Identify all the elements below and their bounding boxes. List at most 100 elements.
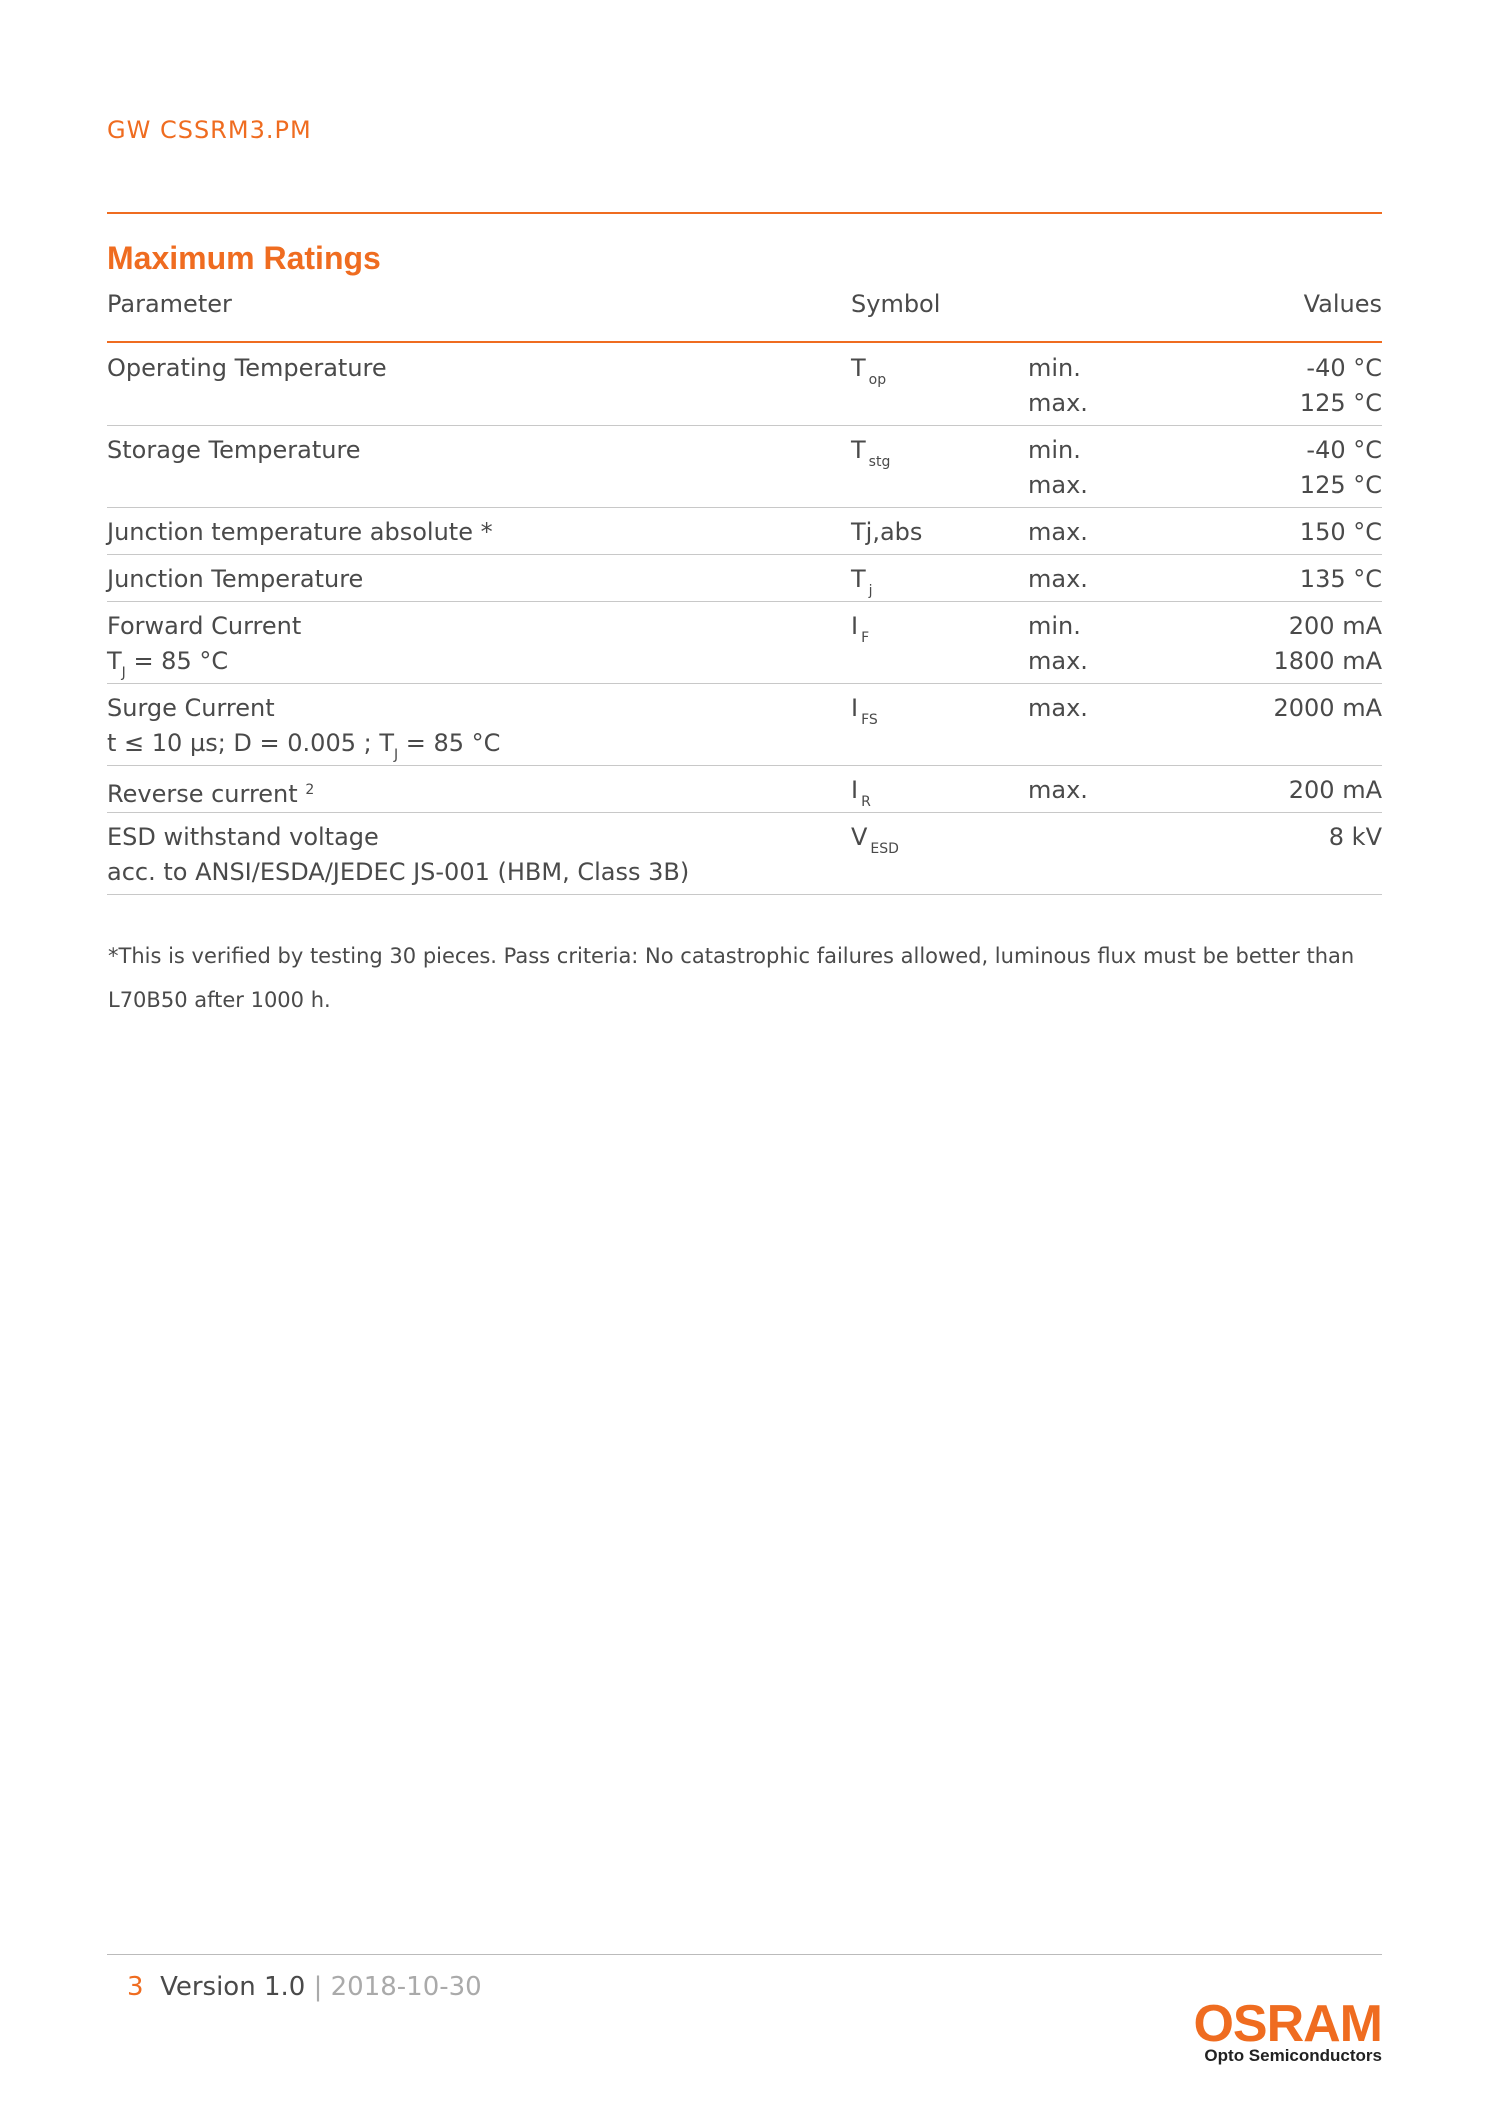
limit: min. <box>1028 612 1081 640</box>
parameter: Surge Current <box>107 694 275 722</box>
symbol-sub: R <box>861 794 871 810</box>
header-rule <box>107 212 1382 214</box>
value-cell: 2000 mA <box>1273 691 1382 726</box>
symbol-cell: V ESD <box>851 820 899 867</box>
parameter: Operating Temperature <box>107 354 387 382</box>
symbol-sub: FS <box>861 712 878 728</box>
product-name: GW CSSRM3.PM <box>107 116 312 144</box>
footer-info: 3 Version 1.0 | 2018-10-30 <box>127 1972 482 2002</box>
parameter-line: Storage Temperature <box>107 433 361 468</box>
symbol-sub: j <box>868 583 873 599</box>
column-header: Values <box>1303 290 1382 318</box>
parameter: Forward Current <box>107 612 302 640</box>
parameter-line: Forward Current <box>107 609 301 644</box>
table-row: Surge Current t ≤ 10 µs; D = 0.005 ; TJ =… <box>107 684 1382 766</box>
table-row: ESD withstand voltage acc. to ANSI/ESDA/J… <box>107 813 1382 895</box>
limit: min. <box>1028 354 1081 382</box>
parameter-cell: Junction temperature absolute * <box>107 515 493 550</box>
limit: max. <box>1028 389 1088 417</box>
condition-sub: J <box>394 747 399 763</box>
value: -40 °C <box>1306 436 1382 464</box>
value: 125 °C <box>1299 471 1382 499</box>
parameter-line: Reverse current 2 <box>107 773 314 812</box>
value-cell: 200 mA <box>1289 773 1382 808</box>
footer-rule <box>107 1954 1382 1955</box>
limit-cell: min. max. <box>1028 433 1088 503</box>
symbol: I <box>851 612 859 640</box>
value: -40 °C <box>1306 354 1382 382</box>
parameter-cell: ESD withstand voltage acc. to ANSI/ESDA/J… <box>107 820 689 890</box>
table-rule <box>107 341 1382 343</box>
separator: | <box>313 1972 323 2002</box>
brand-tagline: Opto Semiconductors <box>1204 2046 1382 2065</box>
limit-cell: max. <box>1028 773 1088 808</box>
column-header: Symbol <box>851 290 941 318</box>
limit: max. <box>1028 565 1088 593</box>
limit-cell: max. <box>1028 562 1088 597</box>
value: 150 °C <box>1299 518 1382 546</box>
value-cell: -40 °C 125 °C <box>1300 433 1382 503</box>
value: 2000 mA <box>1273 694 1382 722</box>
table-row: Junction temperature absolute * Tj,abs max… <box>107 508 1382 555</box>
parameter-cell: Junction Temperature <box>107 562 363 597</box>
limit: max. <box>1028 776 1088 804</box>
condition-post: = 85 °C <box>398 729 501 757</box>
parameter: ESD withstand voltage <box>107 823 379 851</box>
parameter: Junction Temperature <box>107 565 364 593</box>
symbol: I <box>851 694 859 722</box>
parameter-line: Operating Temperature <box>107 351 387 386</box>
limit: max. <box>1028 694 1088 722</box>
page-number: 3 <box>127 1972 144 2002</box>
symbol-sub: stg <box>868 454 891 470</box>
symbol: Tj,abs <box>851 518 923 546</box>
value: 135 °C <box>1299 565 1382 593</box>
limit-cell: max. <box>1028 515 1088 550</box>
symbol-sub: F <box>861 630 870 646</box>
condition-pre: T <box>107 647 122 675</box>
section-title: Maximum Ratings <box>107 240 381 276</box>
limit: max. <box>1028 471 1088 499</box>
symbol-sub: op <box>868 372 887 388</box>
column-header: Parameter <box>107 290 232 318</box>
parameter-cell: Reverse current 2 <box>107 773 314 812</box>
condition: TJ = 85 °C <box>107 644 301 691</box>
parameter: Junction temperature absolute * <box>107 518 493 546</box>
parameter: Storage Temperature <box>107 436 361 464</box>
condition: t ≤ 10 µs; D = 0.005 ; TJ = 85 °C <box>107 726 500 773</box>
version: Version 1.0 <box>160 1972 306 2002</box>
value-cell: 150 °C <box>1300 515 1382 550</box>
parameter-line: Junction temperature absolute * <box>107 515 493 550</box>
limit: min. <box>1028 436 1081 464</box>
symbol-cell: I FS <box>851 691 878 738</box>
value: 8 kV <box>1328 823 1382 851</box>
parameter-line: Junction Temperature <box>107 562 363 597</box>
value: 200 mA <box>1288 612 1382 640</box>
parameter-line: Surge Current <box>107 691 500 726</box>
note-ref: 2 <box>305 782 315 798</box>
limit: max. <box>1028 647 1088 675</box>
parameter-line: ESD withstand voltage <box>107 820 689 855</box>
parameter-cell: Operating Temperature <box>107 351 387 386</box>
limit-cell: min. max. <box>1028 609 1088 679</box>
parameter-cell: Storage Temperature <box>107 433 361 468</box>
brand-logo: OSRAM <box>1193 1995 1383 2053</box>
condition: acc. to ANSI/ESDA/JEDEC JS-001 (HBM, Cla… <box>107 855 689 890</box>
footnote: *This is verified by testing 30 pieces. … <box>108 944 1355 1012</box>
parameter-cell: Surge Current t ≤ 10 µs; D = 0.005 ; TJ =… <box>107 691 500 773</box>
symbol: T <box>851 354 866 382</box>
symbol: T <box>851 565 866 593</box>
symbol: V <box>851 823 868 851</box>
limit-cell: max. <box>1028 691 1088 726</box>
date: 2018-10-30 <box>330 1972 482 2002</box>
condition-sub: J <box>121 665 126 681</box>
value-cell: 8 kV <box>1329 820 1382 855</box>
